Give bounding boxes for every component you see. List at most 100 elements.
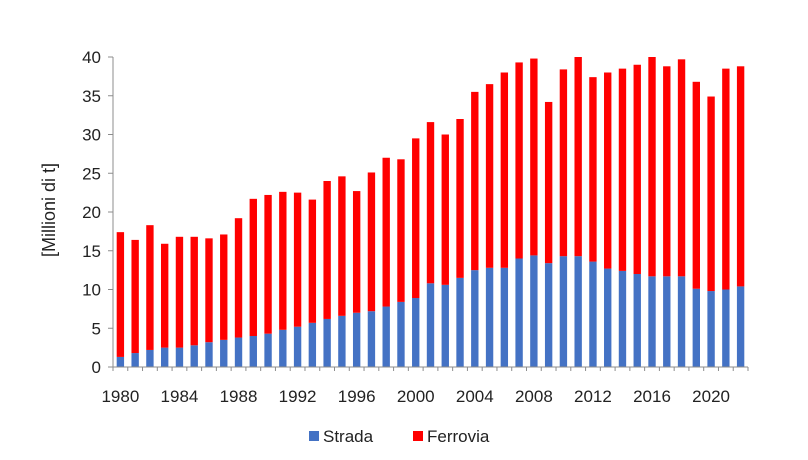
y-tick-labels: 0 5 10 15 20 25 30 35 40 xyxy=(82,48,101,377)
bar-ferrovia-1997 xyxy=(367,172,376,312)
bar-strada-1995 xyxy=(338,315,346,367)
legend: Strada Ferrovia xyxy=(309,427,490,446)
bar-strada-2005 xyxy=(485,267,494,367)
bar-strada-2014 xyxy=(618,270,627,367)
bar-strada-2010 xyxy=(559,256,568,367)
bar-ferrovia-2006 xyxy=(500,72,509,268)
bar-strada-1984 xyxy=(175,347,184,368)
bar-ferrovia-1989 xyxy=(249,198,257,336)
bar-ferrovia-2018 xyxy=(677,59,686,277)
bar-strada-2009 xyxy=(544,263,553,367)
bar-ferrovia-1987 xyxy=(220,234,228,340)
bar-ferrovia-1991 xyxy=(279,191,287,330)
bar-strada-1980 xyxy=(116,356,125,367)
bar-strada-1981 xyxy=(131,353,139,367)
y-axis-label: [Millioni di t] xyxy=(39,163,59,257)
x-tick-labels: 1980 1984 1988 1992 1996 2000 2004 2008 2012 2016… xyxy=(101,387,730,406)
y-tick-label-30: 30 xyxy=(82,126,101,145)
bar-ferrovia-1983 xyxy=(160,243,169,348)
bar-ferrovia-1993 xyxy=(308,199,317,323)
bar-ferrovia-1994 xyxy=(323,181,331,319)
bar-ferrovia-1998 xyxy=(382,157,390,307)
bar-ferrovia-2015 xyxy=(633,64,641,274)
bar-ferrovia-2009 xyxy=(544,101,553,264)
bar-ferrovia-2021 xyxy=(722,68,730,290)
bar-ferrovia-1992 xyxy=(293,192,302,327)
bars-group xyxy=(116,57,745,368)
bar-ferrovia-1980 xyxy=(116,232,125,357)
bar-ferrovia-2013 xyxy=(604,72,612,269)
bar-strada-1987 xyxy=(220,339,228,368)
bar-strada-1994 xyxy=(323,318,331,367)
bar-ferrovia-2020 xyxy=(707,96,715,292)
bar-strada-2001 xyxy=(426,283,435,367)
bar-ferrovia-1996 xyxy=(352,191,361,313)
bar-ferrovia-2014 xyxy=(618,68,627,271)
bar-strada-2002 xyxy=(441,284,449,367)
bar-strada-2015 xyxy=(633,274,641,367)
bar-strada-2022 xyxy=(736,286,745,367)
bar-strada-1997 xyxy=(367,311,376,367)
x-tick-label-1980: 1980 xyxy=(101,387,139,406)
bar-strada-1993 xyxy=(308,322,317,367)
axes-group xyxy=(108,56,749,371)
bar-ferrovia-2001 xyxy=(426,122,435,284)
x-tick-label-2020: 2020 xyxy=(692,387,730,406)
bar-strada-2018 xyxy=(677,276,686,367)
y-tick-label-5: 5 xyxy=(92,319,101,338)
legend-label-strada: Strada xyxy=(323,427,374,446)
x-tick-label-1984: 1984 xyxy=(161,387,199,406)
legend-swatch-strada xyxy=(309,431,319,441)
legend-swatch-ferrovia xyxy=(413,431,423,441)
bar-strada-2003 xyxy=(456,277,464,368)
bar-strada-1988 xyxy=(234,337,243,367)
bar-ferrovia-2003 xyxy=(456,119,464,278)
bar-ferrovia-1995 xyxy=(338,176,346,316)
bar-strada-1986 xyxy=(205,342,213,367)
bar-strada-2007 xyxy=(515,258,523,367)
bar-ferrovia-1981 xyxy=(131,239,139,354)
x-tick-label-2012: 2012 xyxy=(574,387,612,406)
bar-ferrovia-1988 xyxy=(234,218,243,338)
bar-ferrovia-2007 xyxy=(515,62,523,259)
y-tick-label-10: 10 xyxy=(82,281,101,300)
bar-strada-2021 xyxy=(722,289,730,367)
bar-strada-1991 xyxy=(279,329,287,367)
bar-ferrovia-2022 xyxy=(736,66,745,287)
bar-ferrovia-2008 xyxy=(530,58,538,256)
y-tick-label-15: 15 xyxy=(82,242,101,261)
bar-ferrovia-2016 xyxy=(648,57,656,277)
y-tick-label-25: 25 xyxy=(82,164,101,183)
bar-ferrovia-2004 xyxy=(471,91,479,271)
x-tick-label-1996: 1996 xyxy=(338,387,376,406)
bar-ferrovia-2012 xyxy=(589,77,597,262)
bar-ferrovia-1990 xyxy=(264,194,272,334)
bar-strada-1990 xyxy=(264,333,272,367)
bar-strada-2004 xyxy=(471,270,479,368)
bar-ferrovia-2002 xyxy=(441,134,449,285)
bar-strada-2013 xyxy=(604,268,612,367)
x-tick-label-2008: 2008 xyxy=(515,387,553,406)
bar-strada-2016 xyxy=(648,276,656,367)
bar-strada-1998 xyxy=(382,306,390,367)
y-tick-label-0: 0 xyxy=(92,358,101,377)
x-tick-label-1992: 1992 xyxy=(279,387,317,406)
y-tick-label-35: 35 xyxy=(82,87,101,106)
bar-strada-2020 xyxy=(707,291,715,367)
y-tick-label-40: 40 xyxy=(82,48,101,67)
bar-ferrovia-2011 xyxy=(574,57,582,257)
x-tick-label-2004: 2004 xyxy=(456,387,494,406)
bar-strada-1985 xyxy=(190,345,198,367)
bar-strada-2012 xyxy=(589,261,597,367)
bar-strada-1992 xyxy=(293,326,302,367)
bar-ferrovia-1982 xyxy=(146,225,154,350)
legend-label-ferrovia: Ferrovia xyxy=(427,427,490,446)
x-tick-label-2016: 2016 xyxy=(633,387,671,406)
bar-ferrovia-2010 xyxy=(559,69,568,257)
bar-ferrovia-2019 xyxy=(692,81,700,289)
bar-strada-2000 xyxy=(412,298,420,367)
bar-ferrovia-1986 xyxy=(205,238,213,343)
bar-strada-2006 xyxy=(500,267,509,367)
bar-ferrovia-2005 xyxy=(485,84,494,268)
